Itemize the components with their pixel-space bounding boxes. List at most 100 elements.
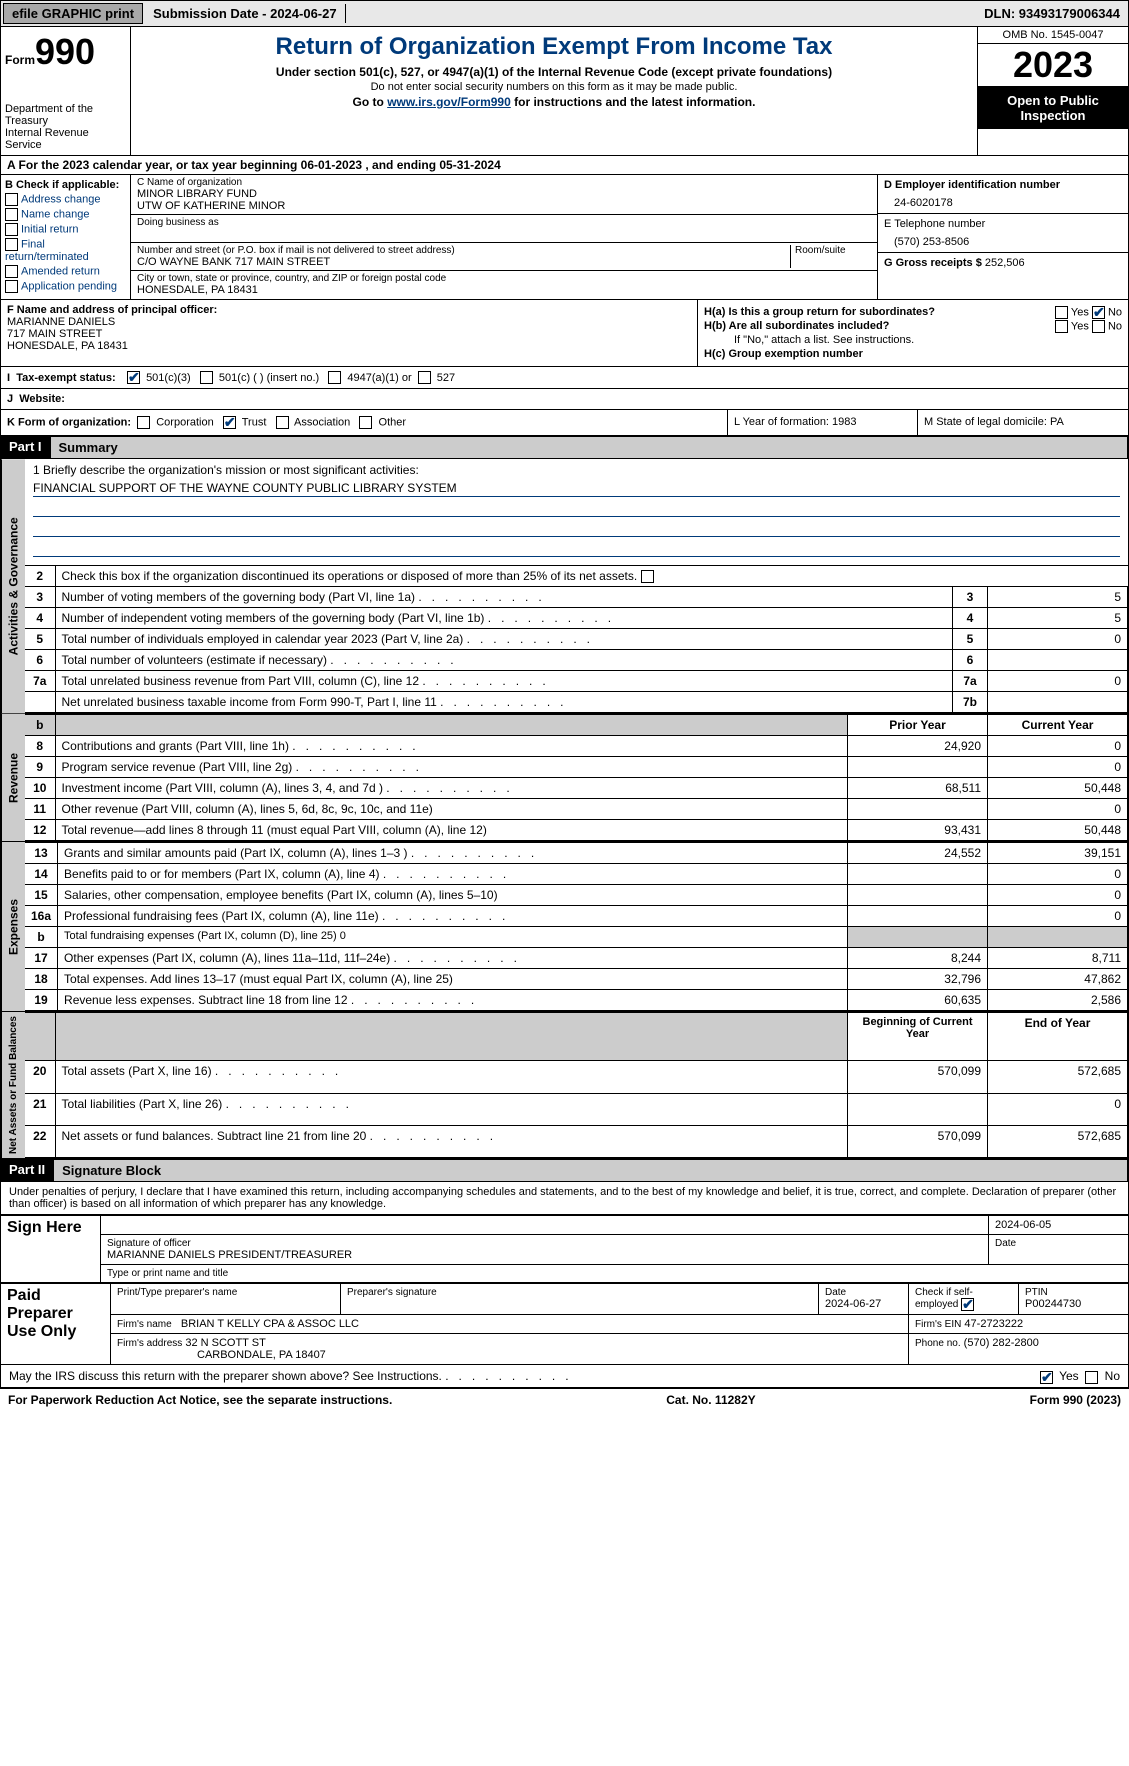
line17-py: 8,244 xyxy=(848,948,988,969)
form-title: Return of Organization Exempt From Incom… xyxy=(137,33,971,61)
discuss-row: May the IRS discuss this return with the… xyxy=(0,1365,1129,1388)
irs-link[interactable]: www.irs.gov/Form990 xyxy=(387,95,511,109)
line2-text: Check this box if the organization disco… xyxy=(62,569,638,583)
mission-label: 1 Briefly describe the organization's mi… xyxy=(33,463,1120,477)
ssn-note: Do not enter social security numbers on … xyxy=(137,81,971,93)
ha-yes[interactable] xyxy=(1055,306,1068,319)
row-fh: F Name and address of principal officer:… xyxy=(0,300,1129,367)
sign-here-table: Sign Here 2024-06-05 Signature of office… xyxy=(0,1215,1129,1283)
prep-date-label: Date xyxy=(825,1287,902,1298)
prep-date: 2024-06-27 xyxy=(825,1298,902,1310)
cb-amended[interactable]: Amended return xyxy=(5,265,126,278)
firm-addr1: 32 N SCOTT ST xyxy=(185,1337,265,1349)
line4-text: Number of independent voting members of … xyxy=(55,608,953,629)
date-label: Date xyxy=(995,1238,1122,1249)
line3-val: 5 xyxy=(988,587,1128,608)
mission-text: FINANCIAL SUPPORT OF THE WAYNE COUNTY PU… xyxy=(33,481,1120,497)
ptin-label: PTIN xyxy=(1025,1287,1122,1298)
discuss-yes[interactable] xyxy=(1040,1371,1053,1384)
part1-title: Summary xyxy=(50,436,1128,459)
cb-discontinued[interactable] xyxy=(641,570,654,583)
cb-501c[interactable] xyxy=(200,371,213,384)
form-label: Form xyxy=(5,53,35,67)
cb-self-employed[interactable] xyxy=(961,1298,974,1311)
sign-date: 2024-06-05 xyxy=(989,1216,1129,1235)
expenses-table: 13Grants and similar amounts paid (Part … xyxy=(25,842,1128,1011)
line6-val xyxy=(988,650,1128,671)
column-b: B Check if applicable: Address change Na… xyxy=(1,175,131,299)
line22-by: 570,099 xyxy=(848,1125,988,1157)
part2-title: Signature Block xyxy=(53,1159,1128,1182)
form-header: Form990 Department of the Treasury Inter… xyxy=(0,27,1129,156)
line19-text: Revenue less expenses. Subtract line 18 … xyxy=(58,990,848,1011)
calendar-year-line: A For the 2023 calendar year, or tax yea… xyxy=(0,156,1129,175)
pra-notice: For Paperwork Reduction Act Notice, see … xyxy=(8,1393,392,1407)
officer-city: HONESDALE, PA 18431 xyxy=(7,340,691,352)
officer-name: MARIANNE DANIELS xyxy=(7,316,691,328)
cb-final-return[interactable]: Final return/terminated xyxy=(5,238,126,263)
hb-yes[interactable] xyxy=(1055,320,1068,333)
line9-text: Program service revenue (Part VIII, line… xyxy=(55,757,848,778)
paid-preparer-label: Paid Preparer Use Only xyxy=(1,1284,111,1365)
line11-text: Other revenue (Part VIII, column (A), li… xyxy=(55,799,848,820)
line7b-text: Net unrelated business taxable income fr… xyxy=(55,692,953,713)
org-name-1: MINOR LIBRARY FUND xyxy=(137,188,871,200)
cb-501c3[interactable] xyxy=(127,371,140,384)
sign-here-label: Sign Here xyxy=(1,1216,101,1283)
cb-4947[interactable] xyxy=(328,371,341,384)
line11-py xyxy=(848,799,988,820)
section-bcd: B Check if applicable: Address change Na… xyxy=(0,175,1129,300)
type-name-label: Type or print name and title xyxy=(101,1265,1129,1283)
discuss-no[interactable] xyxy=(1085,1371,1098,1384)
officer-street: 717 MAIN STREET xyxy=(7,328,691,340)
ptin-value: P00244730 xyxy=(1025,1298,1122,1310)
cb-trust[interactable] xyxy=(223,416,236,429)
group-return-block: H(a) Is this a group return for subordin… xyxy=(698,300,1128,366)
website-label: Website: xyxy=(19,393,65,405)
line7a-val: 0 xyxy=(988,671,1128,692)
line9-cy: 0 xyxy=(988,757,1128,778)
prior-year-hdr: Prior Year xyxy=(848,715,988,736)
line16a-py xyxy=(848,906,988,927)
net-assets-table: Beginning of Current YearEnd of Year 20T… xyxy=(25,1012,1128,1158)
line13-py: 24,552 xyxy=(848,843,988,864)
cb-other[interactable] xyxy=(359,416,372,429)
form-footer: Form 990 (2023) xyxy=(1030,1393,1121,1407)
ha-no[interactable] xyxy=(1092,306,1105,319)
cb-name-change[interactable]: Name change xyxy=(5,208,126,221)
cb-assoc[interactable] xyxy=(276,416,289,429)
hb-no[interactable] xyxy=(1092,320,1105,333)
check-applicable-label: B Check if applicable: xyxy=(5,179,126,191)
line9-py xyxy=(848,757,988,778)
website-row: J Website: xyxy=(0,389,1129,410)
line17-text: Other expenses (Part IX, column (A), lin… xyxy=(58,948,848,969)
cb-corp[interactable] xyxy=(137,416,150,429)
line16a-text: Professional fundraising fees (Part IX, … xyxy=(58,906,848,927)
cb-app-pending[interactable]: Application pending xyxy=(5,280,126,293)
line14-text: Benefits paid to or for members (Part IX… xyxy=(58,864,848,885)
cb-527[interactable] xyxy=(418,371,431,384)
line10-py: 68,511 xyxy=(848,778,988,799)
cb-initial-return[interactable]: Initial return xyxy=(5,223,126,236)
tel-label: E Telephone number xyxy=(884,218,1122,230)
hb-note: If "No," attach a list. See instructions… xyxy=(704,334,1122,346)
end-year-hdr: End of Year xyxy=(988,1013,1128,1061)
column-c: C Name of organization MINOR LIBRARY FUN… xyxy=(131,175,878,299)
principal-officer: F Name and address of principal officer:… xyxy=(1,300,698,366)
line16b-text: Total fundraising expenses (Part IX, col… xyxy=(58,927,848,948)
line15-py xyxy=(848,885,988,906)
line12-text: Total revenue—add lines 8 through 11 (mu… xyxy=(55,820,848,841)
city-label: City or town, state or province, country… xyxy=(137,273,871,284)
mission-block: 1 Briefly describe the organization's mi… xyxy=(25,459,1128,565)
cb-address-change[interactable]: Address change xyxy=(5,193,126,206)
efile-print-button[interactable]: efile GRAPHIC print xyxy=(3,3,143,24)
goto-post: for instructions and the latest informat… xyxy=(511,95,756,109)
state-domicile: M State of legal domicile: PA xyxy=(918,410,1128,435)
officer-signature: MARIANNE DANIELS PRESIDENT/TREASURER xyxy=(107,1249,982,1261)
line13-text: Grants and similar amounts paid (Part IX… xyxy=(58,843,848,864)
line10-text: Investment income (Part VIII, column (A)… xyxy=(55,778,848,799)
line7a-text: Total unrelated business revenue from Pa… xyxy=(55,671,953,692)
line20-ey: 572,685 xyxy=(988,1061,1128,1093)
dln: DLN: 93493179006344 xyxy=(976,4,1128,23)
line13-cy: 39,151 xyxy=(988,843,1128,864)
